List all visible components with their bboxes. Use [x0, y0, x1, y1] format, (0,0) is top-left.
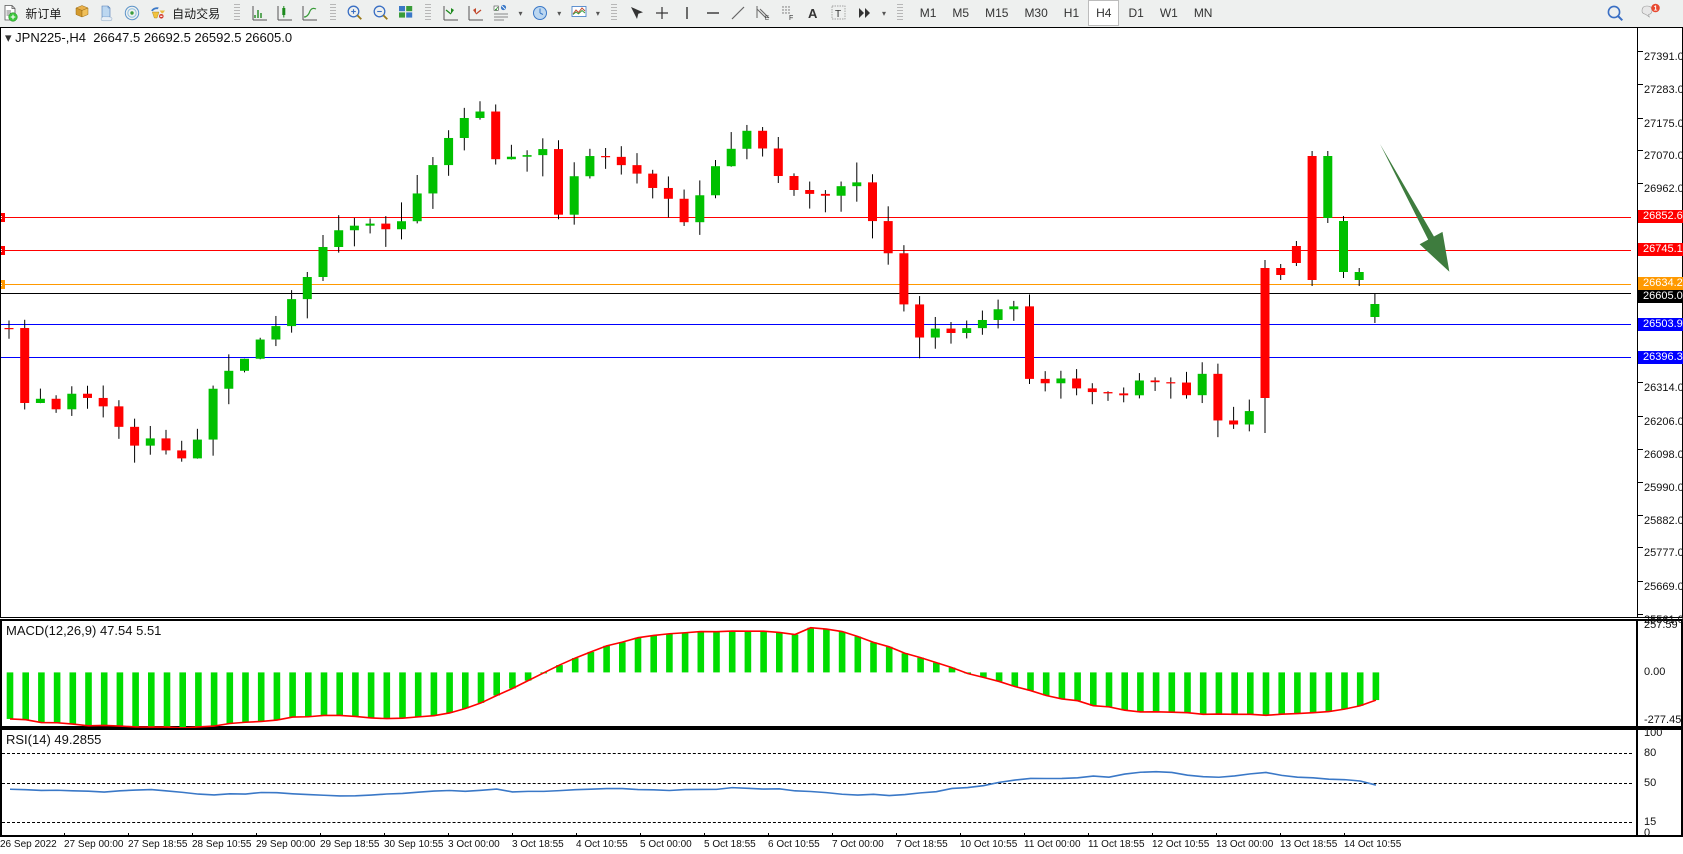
- svg-text:A: A: [808, 6, 818, 21]
- svg-text:1: 1: [1654, 6, 1658, 13]
- svg-text:T: T: [835, 9, 841, 20]
- svg-text:E: E: [765, 16, 769, 22]
- svg-text:F: F: [789, 15, 793, 22]
